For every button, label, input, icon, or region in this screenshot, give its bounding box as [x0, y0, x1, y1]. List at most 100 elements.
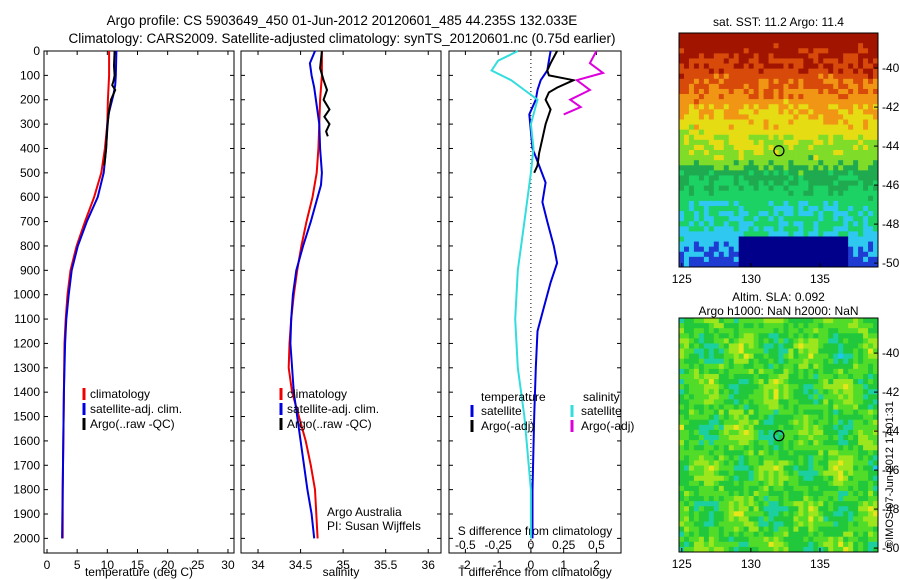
heatmap-cell: [723, 38, 730, 44]
heatmap-cell: [698, 200, 705, 207]
heatmap-cell: [748, 160, 755, 166]
heatmap-cell: [843, 33, 849, 39]
heatmap-cell: [713, 88, 720, 95]
heatmap-cell: [703, 155, 710, 161]
heatmap-cell: [738, 475, 745, 482]
heatmap-cell: [693, 511, 700, 517]
heatmap-cell: [718, 226, 725, 232]
heatmap-cell: [738, 541, 745, 548]
heatmap-cell: [863, 33, 869, 39]
heatmap-cell: [693, 546, 700, 553]
heatmap-cell: [818, 384, 824, 390]
heatmap-cell: [808, 251, 814, 258]
y-tick-label: 400: [20, 141, 40, 155]
heatmap-cell: [853, 501, 859, 507]
heatmap-cell: [683, 318, 690, 324]
heatmap-cell: [703, 73, 710, 80]
heatmap-cell: [723, 511, 730, 517]
heatmap-cell: [868, 236, 874, 242]
heatmap-cell: [788, 470, 794, 477]
heatmap-cell: [718, 216, 725, 222]
heatmap-cell: [798, 241, 804, 248]
heatmap-cell: [843, 241, 849, 248]
heatmap-cell: [738, 109, 745, 115]
heatmap-cell: [858, 521, 864, 527]
y-tick-label: 1800: [13, 483, 40, 497]
heatmap-cell: [843, 399, 849, 405]
heatmap-cell: [848, 460, 854, 466]
heatmap-cell: [773, 43, 779, 49]
heatmap-cell: [793, 33, 799, 39]
heatmap-cell: [838, 78, 844, 85]
heatmap-cell: [843, 318, 849, 324]
heatmap-cell: [868, 150, 874, 156]
heatmap-cell: [768, 38, 774, 44]
heatmap-cell: [778, 318, 784, 324]
x-tick-label: 2: [593, 558, 600, 572]
heatmap-cell: [743, 363, 750, 370]
heatmap-cell: [728, 68, 735, 75]
heatmap-cell: [828, 78, 834, 85]
heatmap-cell: [843, 541, 849, 548]
heatmap-cell: [773, 541, 779, 548]
heatmap-cell: [808, 124, 814, 131]
heatmap-cell: [743, 211, 750, 217]
heatmap-cell: [758, 63, 764, 70]
heatmap-cell: [833, 185, 839, 192]
heatmap-cell: [773, 216, 779, 222]
heatmap-cell: [798, 261, 804, 268]
heatmap-cell: [823, 490, 829, 497]
heatmap-cell: [688, 450, 695, 456]
heatmap-cell: [828, 139, 834, 146]
heatmap-cell: [688, 526, 695, 533]
heatmap-cell: [823, 48, 829, 54]
heatmap-cell: [723, 155, 730, 161]
heatmap-cell: [743, 460, 750, 466]
heatmap-cell: [738, 363, 745, 370]
heatmap-cell: [748, 501, 755, 507]
heatmap-cell: [698, 516, 705, 522]
heatmap-cell: [723, 63, 730, 70]
heatmap-cell: [679, 88, 685, 95]
heatmap-cell: [843, 231, 849, 237]
heatmap-cell: [703, 424, 710, 431]
heatmap-cell: [798, 78, 804, 85]
heatmap-cell: [813, 160, 819, 166]
heatmap-cell: [793, 185, 799, 192]
y-tick-label: -40: [882, 61, 900, 75]
heatmap-cell: [843, 88, 849, 95]
heatmap-cell: [838, 83, 844, 90]
heatmap-cell: [838, 409, 844, 416]
heatmap-cell: [803, 323, 809, 329]
heatmap-cell: [723, 129, 730, 136]
heatmap-cell: [828, 384, 834, 390]
heatmap-cell: [773, 475, 779, 482]
heatmap-cell: [863, 175, 869, 181]
heatmap-cell: [783, 389, 789, 395]
heatmap-cell: [808, 200, 814, 207]
heatmap-cell: [793, 205, 799, 212]
heatmap-cell: [818, 129, 824, 136]
heatmap-cell: [703, 170, 710, 176]
heatmap-cell: [748, 205, 755, 212]
heatmap-cell: [798, 38, 804, 44]
heatmap-cell: [768, 190, 774, 197]
heatmap-cell: [868, 261, 874, 268]
heatmap-cell: [808, 333, 814, 339]
heatmap-cell: [848, 236, 854, 242]
heatmap-cell: [818, 511, 824, 517]
heatmap-cell: [688, 114, 695, 120]
heatmap-cell: [853, 440, 859, 446]
heatmap-cell: [838, 38, 844, 44]
heatmap-cell: [718, 373, 725, 380]
heatmap-cell: [863, 58, 869, 64]
heatmap-cell: [748, 419, 755, 426]
heatmap-cell: [838, 185, 844, 192]
heatmap-cell: [743, 480, 750, 487]
heatmap-cell: [823, 455, 829, 461]
heatmap-cell: [808, 211, 814, 217]
heatmap-cell: [788, 170, 794, 176]
heatmap-cell: [848, 338, 854, 344]
heatmap-cell: [833, 521, 839, 527]
heatmap-cell: [683, 160, 690, 166]
